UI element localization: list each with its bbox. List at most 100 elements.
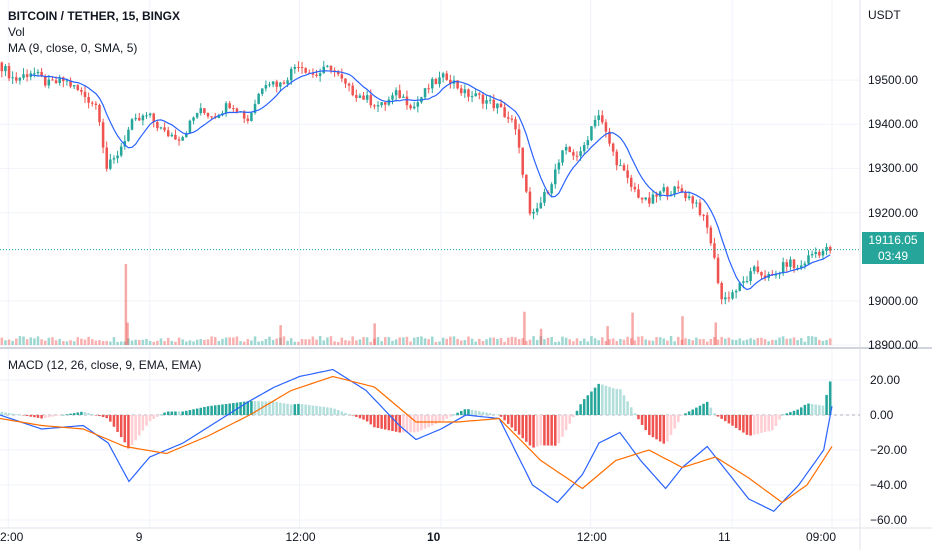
macd-histogram-bar: [568, 415, 572, 424]
volume-bar: [756, 337, 760, 345]
candle-body: [633, 186, 637, 190]
macd-histogram-bar: [705, 401, 709, 415]
macd-indicator-label[interactable]: MACD (12, 26, close, 9, EMA, EMA): [8, 358, 202, 372]
candle-body: [195, 113, 199, 118]
macd-histogram-bar: [119, 415, 123, 438]
volume-bar: [51, 337, 54, 345]
macd-histogram-bar: [65, 414, 69, 415]
macd-histogram-bar: [564, 415, 568, 431]
macd-histogram-bar: [315, 405, 318, 415]
candle-body: [525, 174, 528, 192]
volume-bar: [224, 337, 228, 345]
macd-histogram-bar: [387, 415, 391, 431]
candle-body: [15, 77, 18, 81]
volume-indicator-label[interactable]: Vol: [8, 25, 25, 39]
time-tick-label: 12:00: [285, 530, 316, 544]
volume-bar: [340, 337, 344, 345]
candle-body: [825, 246, 828, 251]
volume-bar: [119, 341, 123, 345]
time-tick-label: 10: [426, 530, 441, 544]
macd-histogram-bar: [543, 415, 546, 446]
volume-bar: [691, 340, 694, 345]
candle-body: [517, 129, 521, 148]
volume-bar: [633, 340, 637, 345]
candle-body: [58, 77, 61, 84]
candle-body: [185, 133, 188, 138]
volume-bar: [488, 337, 492, 345]
candle-body: [781, 262, 785, 274]
volume-bar: [18, 336, 22, 345]
macd-histogram-bar: [398, 415, 401, 433]
macd-histogram-bar: [87, 413, 90, 415]
volume-bar: [528, 339, 532, 345]
symbol-title[interactable]: BITCOIN / TETHER, 15, BINGX: [8, 9, 181, 23]
candle-body: [488, 99, 492, 101]
macd-histogram-bar: [80, 411, 83, 415]
macd-histogram-bar: [828, 381, 832, 415]
candle-body: [687, 196, 691, 199]
candle-body: [351, 85, 354, 96]
macd-histogram-bar: [383, 415, 387, 430]
macd-histogram-bar: [615, 388, 619, 415]
candle-body: [358, 95, 362, 98]
macd-histogram-bar: [159, 414, 163, 416]
candle-body: [69, 80, 72, 87]
volume-bar: [308, 339, 311, 345]
candle-body: [554, 169, 557, 185]
volume-bar: [637, 336, 640, 345]
volume-bar: [666, 340, 669, 345]
candle-body: [695, 202, 698, 204]
volume-bar: [828, 338, 832, 345]
candle-body: [163, 127, 166, 131]
volume-bar: [257, 341, 260, 345]
volume-bar: [481, 340, 485, 345]
candle-body: [684, 192, 687, 199]
candle-body: [611, 143, 615, 152]
volume-bar: [29, 337, 33, 345]
candle-body: [698, 202, 702, 215]
candle-body: [593, 119, 597, 127]
macd-histogram-bar: [221, 404, 224, 415]
macd-histogram-bar: [29, 415, 33, 417]
candle-body: [232, 108, 235, 110]
macd-histogram-bar: [36, 415, 40, 418]
volume-bar: [22, 336, 25, 345]
candle-body: [362, 95, 365, 100]
time-tick-label: 2:00: [0, 530, 24, 544]
candle-body: [300, 67, 304, 69]
volume-bar: [376, 337, 380, 345]
candle-body: [799, 265, 803, 268]
candle-body: [336, 71, 340, 75]
macd-histogram-bar: [69, 413, 72, 415]
volume-bar: [597, 340, 600, 345]
candle-countdown: 03:49: [862, 248, 924, 264]
macd-histogram-bar: [358, 415, 362, 419]
ma-indicator-label[interactable]: MA (9, close, 0, SMA, 5): [8, 41, 138, 55]
candle-body: [25, 74, 29, 77]
candle-body: [713, 243, 716, 258]
macd-histogram-bar: [456, 412, 459, 415]
volume-bar: [373, 323, 376, 345]
macd-tick-label: −60.00: [870, 513, 908, 527]
macd-histogram-bar: [644, 415, 647, 431]
candle-body: [148, 113, 152, 116]
macd-histogram-bar: [228, 403, 231, 415]
volume-bar: [43, 340, 47, 345]
volume-bar: [391, 340, 394, 345]
macd-histogram-bar: [695, 407, 698, 415]
volume-bar: [535, 339, 539, 345]
volume-bar: [347, 340, 351, 345]
macd-histogram-bar: [532, 415, 535, 448]
volume-bar: [673, 341, 676, 345]
volume-bar: [0, 337, 4, 345]
currency-label: USDT: [868, 8, 901, 22]
macd-histogram-bar: [771, 415, 774, 431]
macd-histogram-bar: [586, 395, 590, 415]
volume-bar: [83, 339, 87, 345]
macd-histogram-bar: [11, 413, 14, 415]
candle-body: [109, 159, 112, 169]
candle-body: [514, 119, 517, 130]
macd-histogram-bar: [40, 415, 43, 419]
